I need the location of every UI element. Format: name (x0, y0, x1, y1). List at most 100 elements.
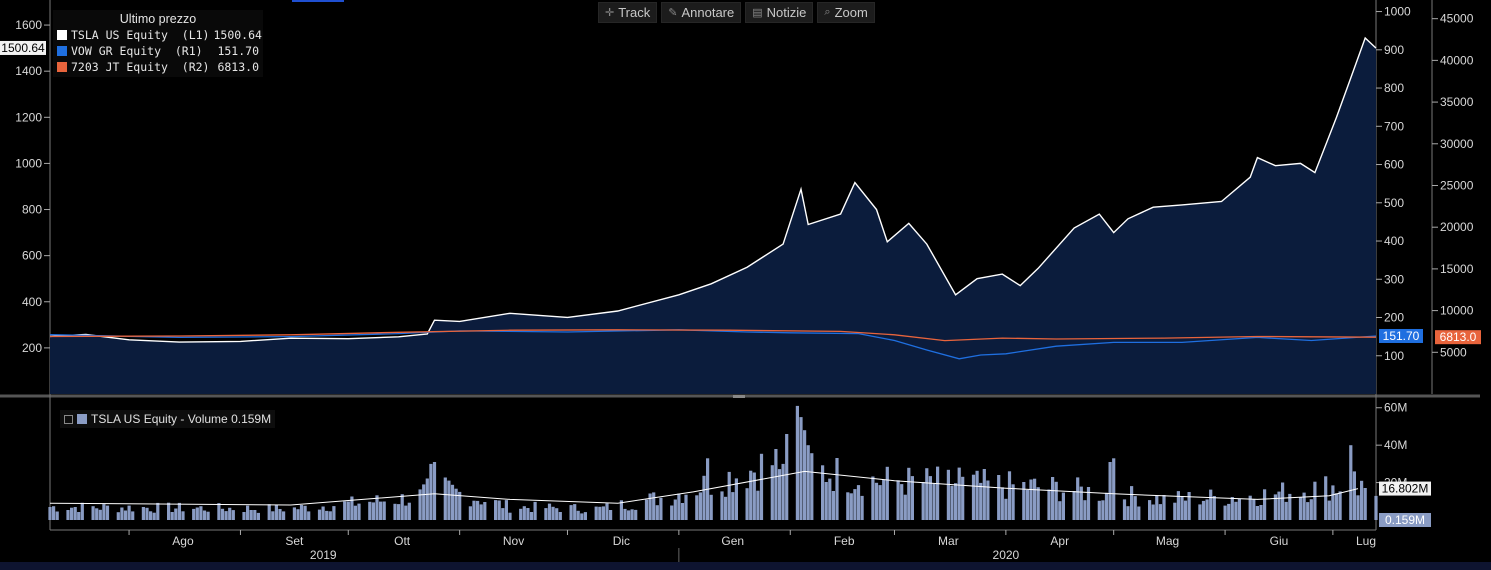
volume-bar (1360, 480, 1364, 520)
right1-tick-label: 900 (1384, 43, 1404, 57)
volume-bar (1277, 491, 1281, 520)
legend-value-vow: 151.70 (217, 44, 259, 58)
volume-bar (835, 458, 839, 520)
volume-bar (1252, 499, 1256, 520)
volume-bar (1083, 500, 1087, 520)
volume-bar (1176, 491, 1180, 520)
volume-bar (224, 511, 228, 520)
legend-item-tsla[interactable]: TSLA US Equity (L1) 1500.64 (57, 27, 262, 43)
volume-bar (925, 468, 929, 520)
legend-label-vow: VOW GR Equity (R1) (71, 44, 203, 58)
volume-bar (479, 504, 483, 520)
volume-bar (569, 505, 573, 520)
tsla-area (50, 38, 1376, 394)
volume-bar (526, 508, 530, 520)
volume-bar (1162, 495, 1166, 520)
volume-bar (644, 499, 649, 520)
volume-bar (684, 494, 688, 520)
volume-bar (1173, 502, 1177, 520)
volume-bar (199, 506, 203, 520)
magnifier-icon: ⌕ (824, 6, 831, 18)
volume-bar (634, 509, 638, 520)
volume-bar (1158, 504, 1162, 520)
year-label-2019: 2019 (310, 548, 337, 562)
volume-bar (1011, 484, 1015, 520)
volume-bar (856, 485, 861, 520)
zoom-label: Zoom (834, 5, 868, 20)
volume-bar (123, 510, 128, 520)
volume-legend: TSLA US Equity - Volume 0.159M (60, 410, 276, 428)
legend-swatch-vow (57, 46, 67, 56)
volume-bar (1054, 481, 1058, 520)
volume-bar (429, 463, 433, 520)
left-tick-label: 1600 (15, 18, 42, 32)
month-label: Gen (721, 534, 744, 548)
volume-bar (1227, 503, 1231, 520)
volume-bar (105, 505, 110, 520)
volume-bar (997, 475, 1001, 520)
zoom-button[interactable]: ⌕ Zoom (817, 2, 875, 23)
volume-last-tag (1379, 513, 1431, 527)
volume-bar (946, 469, 950, 520)
volume-bar (228, 507, 232, 520)
volume-bar (720, 491, 724, 520)
volume-bar (828, 478, 832, 520)
news-label: Notizie (766, 5, 807, 20)
volume-bar (328, 511, 332, 520)
volume-bar (1029, 479, 1033, 520)
volume-bar (903, 494, 907, 520)
volume-bar (1234, 501, 1238, 520)
right1-tick-label: 300 (1384, 272, 1404, 286)
volume-bar (1130, 486, 1134, 520)
legend-value-toyota: 6813.0 (217, 60, 259, 74)
volume-bar (709, 494, 713, 520)
volume-legend-label: TSLA US Equity - Volume 0.159M (91, 412, 272, 426)
volume-bar (504, 500, 508, 520)
volume-bar (1058, 501, 1062, 520)
pane-resize-handle (733, 395, 745, 398)
volume-bar (131, 511, 135, 520)
collapse-icon[interactable] (64, 414, 73, 424)
volume-bar (432, 462, 437, 520)
volume-bar (1356, 495, 1360, 520)
volume-bar (195, 507, 199, 520)
news-button[interactable]: ▤ Notizie (745, 2, 814, 23)
annotate-button[interactable]: ✎ Annotare (661, 2, 742, 23)
volume-bar (278, 509, 282, 520)
volume-bar (961, 476, 965, 520)
volume-bar (1025, 490, 1029, 520)
tsla-last-tag (0, 40, 46, 55)
track-button[interactable]: ✛ Track (598, 2, 658, 23)
volume-bar (627, 510, 631, 520)
volume-bar (824, 482, 828, 520)
legend-title: Ultimo prezzo (119, 12, 197, 26)
volume-bar (393, 503, 397, 520)
volume-bar (522, 506, 526, 520)
right1-tick-label: 400 (1384, 234, 1404, 248)
volume-bar (1349, 445, 1353, 520)
volume-bar (971, 474, 976, 520)
volume-bar (1273, 494, 1277, 520)
volume-bar (156, 502, 160, 520)
volume-bar (292, 507, 296, 520)
volume-bar (346, 501, 350, 520)
volume-bar (70, 507, 74, 520)
volume-bar (777, 469, 782, 520)
volume-bar (544, 508, 548, 520)
volume-bar (1112, 458, 1116, 520)
volume-bar (702, 475, 706, 520)
volume-bar (256, 512, 260, 520)
volume-bar (52, 506, 56, 520)
volume-bar (1198, 504, 1202, 520)
volume-bar (1298, 497, 1303, 520)
volume-average-line (49, 470, 1359, 506)
right1-tick-label: 700 (1384, 119, 1404, 133)
legend-item-vow[interactable]: VOW GR Equity (R1) 151.70 (57, 43, 259, 59)
legend-item-toyota[interactable]: 7203 JT Equity (R2) 6813.0 (57, 59, 259, 75)
volume-bar (547, 503, 552, 520)
volume-bar (885, 466, 889, 520)
volume-bar (1155, 495, 1159, 520)
volume-bar (400, 494, 404, 520)
volume-bar (774, 449, 778, 520)
volume-bar (756, 490, 760, 520)
